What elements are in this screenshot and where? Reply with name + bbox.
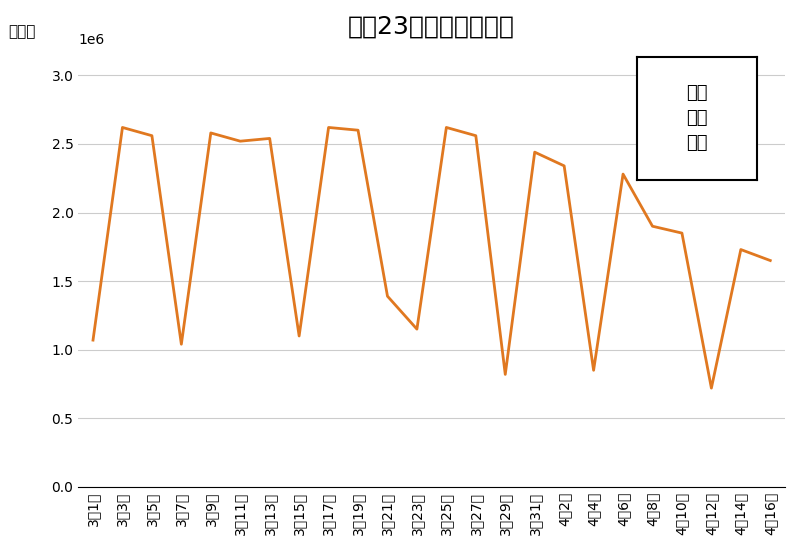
Title: 東京23区への来訪者数: 東京23区への来訪者数 [348, 15, 515, 39]
Y-axis label: （人）: （人） [8, 24, 35, 39]
